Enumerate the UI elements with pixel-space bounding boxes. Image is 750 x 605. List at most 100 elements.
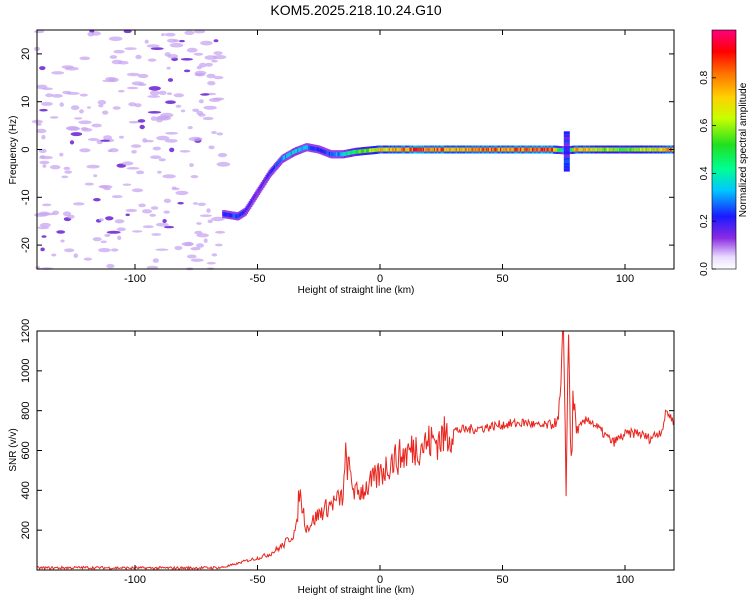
noise-blob — [84, 182, 94, 186]
noise-blob — [41, 134, 46, 140]
noise-blob — [203, 238, 208, 243]
noise-blob — [146, 44, 160, 48]
snr-panel: -100 -50 0 50 100 200 400 600 800 1000 1200 Heigh… — [8, 319, 675, 596]
noise-blob — [188, 136, 203, 142]
ridge-smear — [563, 168, 570, 172]
noise-blob — [152, 258, 159, 263]
noise-blob — [186, 47, 198, 53]
noise-blob — [167, 78, 174, 82]
noise-blob — [125, 213, 130, 217]
noise-blob — [196, 222, 202, 225]
noise-blob — [64, 66, 79, 71]
spectrogram-y-tick-label: 20 — [20, 48, 32, 60]
noise-blob — [212, 55, 227, 60]
noise-blob — [216, 161, 231, 167]
noise-blob — [184, 30, 195, 35]
noise-blob — [165, 100, 176, 104]
noise-blob — [139, 124, 145, 130]
noise-blob — [131, 150, 137, 154]
noise-blob — [147, 111, 162, 114]
snr-y-ticks: 200 400 600 800 1000 1200 — [20, 319, 674, 539]
snr-frame — [36, 330, 675, 571]
noise-blob — [122, 161, 134, 166]
noise-blob — [162, 174, 176, 179]
colorbar-tick-label: 0.2 — [699, 214, 710, 228]
noise-blob — [156, 135, 170, 141]
noise-blob — [189, 163, 194, 168]
spectrogram-x-ticks: -100 -50 0 50 100 — [124, 30, 634, 285]
noise-blob — [165, 131, 179, 135]
noise-blob — [148, 86, 161, 91]
ridge-smear — [563, 131, 570, 135]
noise-blob — [207, 81, 216, 86]
noise-blob — [175, 104, 182, 108]
colorbar-label: Normalized spectral amplitude — [738, 82, 749, 217]
noise-blob — [150, 116, 158, 121]
noise-blob — [147, 58, 157, 62]
noise-blob — [116, 227, 126, 232]
noise-blob — [208, 145, 215, 150]
colorbar: 0.0 0.2 0.4 0.6 0.8 Normalized spectral ampl… — [699, 29, 749, 276]
noise-blob — [39, 108, 48, 112]
noise-blob — [205, 62, 213, 67]
noise-blob — [39, 160, 50, 165]
noise-blob — [56, 230, 66, 234]
noise-blob — [114, 219, 125, 224]
noise-blob — [149, 213, 156, 217]
noise-blob — [107, 149, 113, 153]
noise-blob — [203, 105, 217, 110]
noise-blob — [92, 237, 102, 242]
noise-blob — [200, 40, 213, 46]
noise-blob — [142, 138, 148, 143]
noise-blob — [111, 59, 123, 65]
noise-blob — [106, 263, 115, 269]
noise-blob — [97, 100, 107, 105]
noise-blob — [213, 51, 223, 55]
colorbar-gradient — [711, 29, 737, 270]
noise-blob — [59, 152, 64, 157]
noise-blob — [73, 202, 85, 206]
noise-blob — [79, 93, 88, 97]
noise-blob — [69, 140, 75, 145]
noise-blob — [190, 258, 204, 262]
noise-blob — [36, 128, 47, 134]
noise-blob — [144, 39, 149, 44]
noise-blob — [167, 54, 179, 59]
noise-blob — [207, 219, 213, 224]
spectrogram-ylabel: Frequency (Hz) — [8, 116, 19, 185]
noise-blob — [87, 31, 94, 37]
spectrogram-noise — [31, 29, 231, 271]
noise-blob — [130, 144, 142, 148]
spectrogram-y-ticks: -20 -10 0 10 20 — [20, 48, 674, 253]
noise-blob — [156, 117, 163, 123]
noise-blob — [192, 108, 200, 113]
noise-blob — [161, 33, 165, 37]
noise-blob — [137, 119, 146, 123]
noise-blob — [173, 93, 184, 98]
noise-blob — [123, 29, 132, 34]
snr-x-tick-label: 0 — [377, 574, 383, 586]
noise-blob — [206, 261, 216, 265]
noise-blob — [126, 72, 140, 77]
noise-blob — [93, 198, 101, 202]
noise-blob — [119, 135, 124, 139]
noise-blob — [118, 89, 125, 93]
spectrogram-xlabel: Height of straight line (km) — [298, 285, 415, 296]
noise-blob — [211, 131, 217, 134]
noise-blob — [98, 218, 104, 222]
noise-blob — [132, 230, 143, 233]
noise-blob — [42, 164, 47, 168]
noise-blob — [117, 235, 122, 241]
noise-blob — [79, 56, 91, 61]
noise-blob — [98, 185, 110, 189]
ridge-smear — [563, 148, 570, 152]
noise-blob — [196, 65, 202, 70]
noise-blob — [162, 219, 167, 223]
noise-blob — [128, 120, 140, 124]
noise-blob — [134, 103, 142, 108]
ridge-smear — [563, 137, 570, 141]
snr-series-line — [36, 330, 674, 571]
snr-x-tick-label: 100 — [616, 574, 634, 586]
noise-blob — [106, 230, 121, 234]
noise-blob — [158, 90, 167, 95]
